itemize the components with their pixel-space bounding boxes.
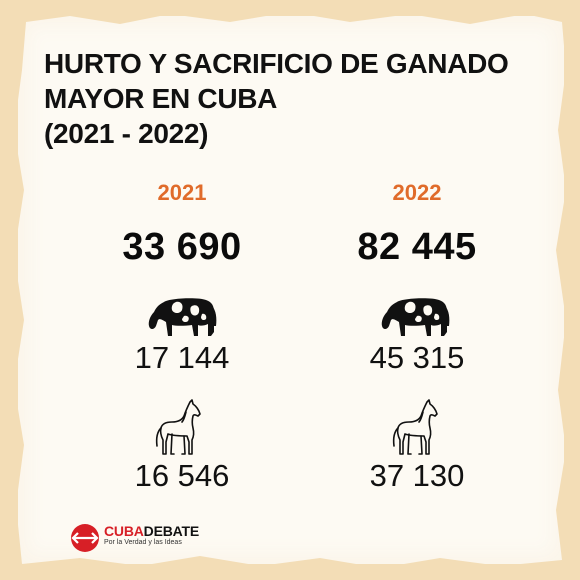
cattle-count: 45 315 (369, 340, 465, 375)
year-label: 2022 (392, 180, 442, 205)
total-value: 33 690 (122, 226, 242, 268)
total-value: 82 445 (357, 226, 477, 268)
cow-icon (381, 298, 450, 336)
horse-icon (392, 399, 438, 455)
logo-slogan: Por la Verdad y las Ideas (104, 539, 182, 546)
page-title: HURTO Y SACRIFICIO DE GANADO MAYOR EN CU… (44, 46, 544, 151)
cattle-count: 17 144 (134, 340, 230, 375)
title-line-1: HURTO Y SACRIFICIO DE GANADO (44, 48, 509, 79)
year-label: 2021 (157, 180, 207, 205)
logo-name: CUBADEBATE (104, 523, 199, 539)
logo-text: CUBADEBATE Por la Verdad y las Ideas (104, 523, 199, 546)
cow-icon (148, 298, 217, 336)
logo-mark-icon (71, 524, 99, 552)
logo-name-black: DEBATE (143, 523, 200, 539)
title-line-3: (2021 - 2022) (44, 118, 209, 149)
title-line-2: MAYOR EN CUBA (44, 83, 278, 114)
horse-count: 37 130 (369, 458, 465, 493)
logo-name-red: CUBA (104, 523, 144, 539)
horse-count: 16 546 (134, 458, 230, 493)
horse-icon (155, 399, 201, 455)
